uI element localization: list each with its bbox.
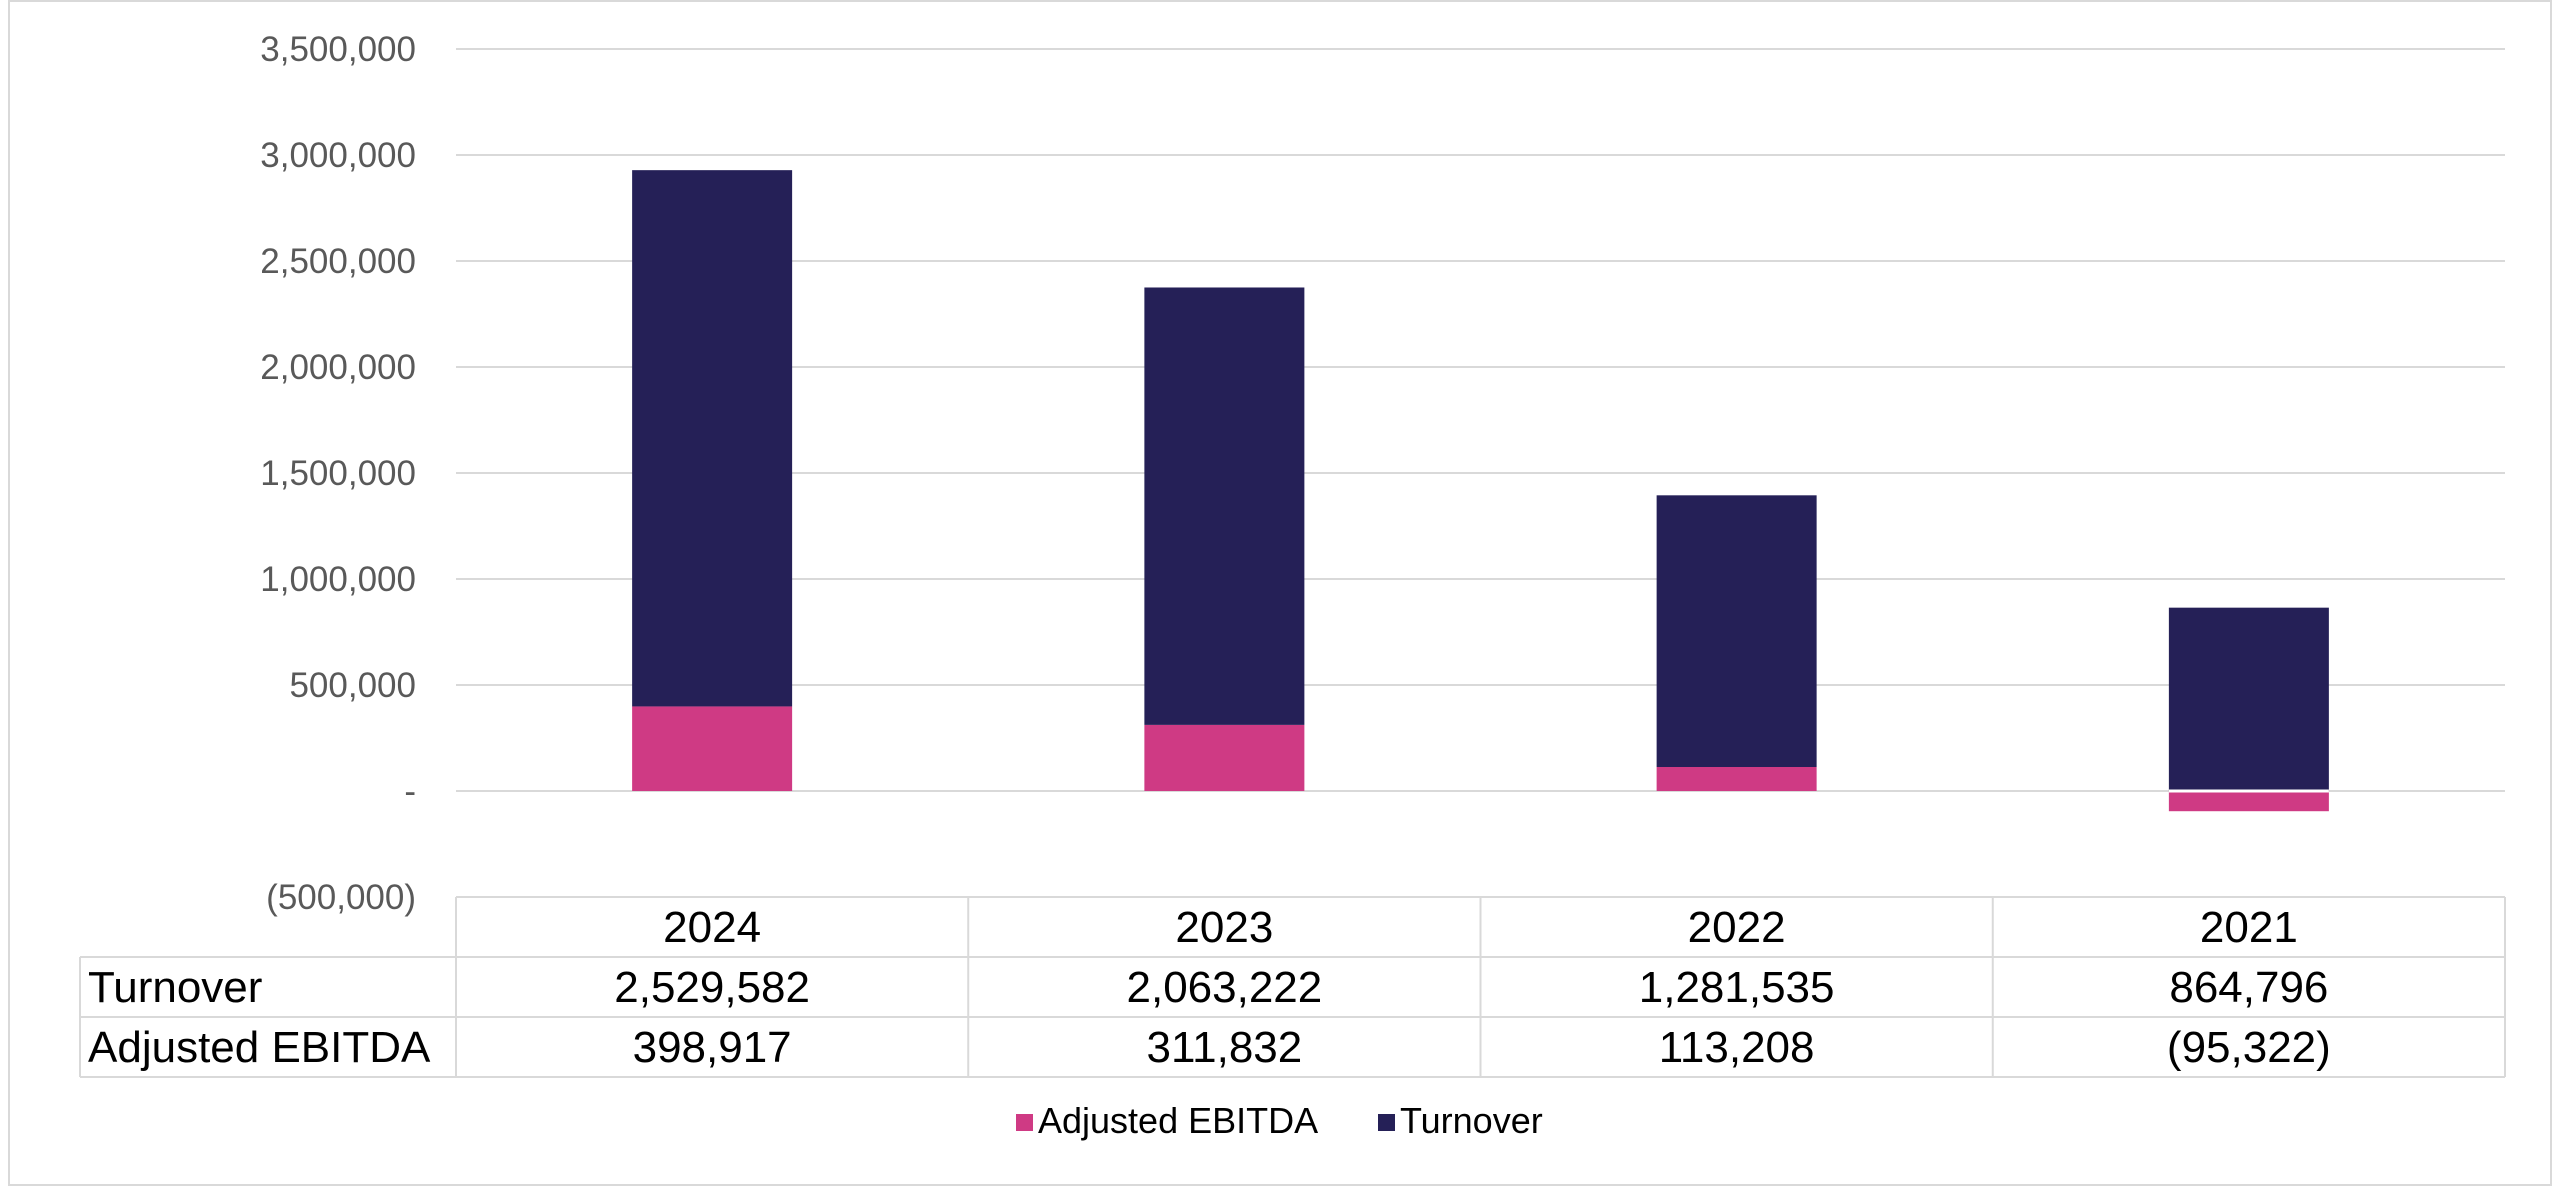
x-category-label: 2024 xyxy=(663,903,761,952)
table-cell-value: 2,063,222 xyxy=(1127,963,1323,1012)
data-table: 2024 2023 2022 2021 Turnover 2,529,582 2,063,2… xyxy=(79,896,2506,1078)
bar-turnover xyxy=(2168,607,2329,791)
y-tick-label: 2,500,000 xyxy=(260,242,416,281)
y-tick-label: 1,000,000 xyxy=(260,560,416,599)
y-tick-label: 1,500,000 xyxy=(260,454,416,493)
gridlines xyxy=(456,48,2505,792)
table-cell-value: (95,322) xyxy=(2167,1023,2331,1072)
legend: Adjusted EBITDA Turnover xyxy=(1016,1100,1543,1141)
table-cell-value: 398,917 xyxy=(633,1023,792,1072)
bar-adjusted-ebitda xyxy=(1144,724,1305,791)
y-tick-label: 3,500,000 xyxy=(260,30,416,69)
bar-turnover xyxy=(1144,287,1305,725)
bar-adjusted-ebitda xyxy=(632,706,793,791)
bar-turnover xyxy=(1656,495,1817,767)
x-category-label: 2021 xyxy=(2200,903,2298,952)
table-cell-value: 1,281,535 xyxy=(1639,963,1835,1012)
x-category-label: 2023 xyxy=(1175,903,1273,952)
bars xyxy=(632,170,2329,812)
bar-turnover xyxy=(632,170,793,707)
y-tick-label: - xyxy=(404,772,416,811)
y-axis-tick-labels: 3,500,000 3,000,000 2,500,000 2,000,000 1,50… xyxy=(260,30,416,917)
table-cell-value: 864,796 xyxy=(2169,963,2328,1012)
legend-swatch xyxy=(1016,1114,1033,1131)
legend-label: Adjusted EBITDA xyxy=(1038,1100,1318,1141)
table-cell-value: 2,529,582 xyxy=(614,963,810,1012)
x-category-label: 2022 xyxy=(1688,903,1786,952)
y-tick-label: 3,000,000 xyxy=(260,136,416,175)
table-cell-value: 311,832 xyxy=(1146,1023,1302,1072)
y-tick-label: (500,000) xyxy=(266,878,416,917)
table-row-label: Turnover xyxy=(88,963,262,1012)
y-tick-label: 2,000,000 xyxy=(260,348,416,387)
y-tick-label: 500,000 xyxy=(289,666,416,705)
table-cell-value: 113,208 xyxy=(1659,1023,1815,1072)
legend-swatch xyxy=(1378,1114,1395,1131)
bar-adjusted-ebitda xyxy=(1656,766,1817,791)
table-row-label: Adjusted EBITDA xyxy=(88,1023,431,1072)
legend-label: Turnover xyxy=(1400,1100,1543,1141)
bar-adjusted-ebitda xyxy=(2168,791,2329,812)
